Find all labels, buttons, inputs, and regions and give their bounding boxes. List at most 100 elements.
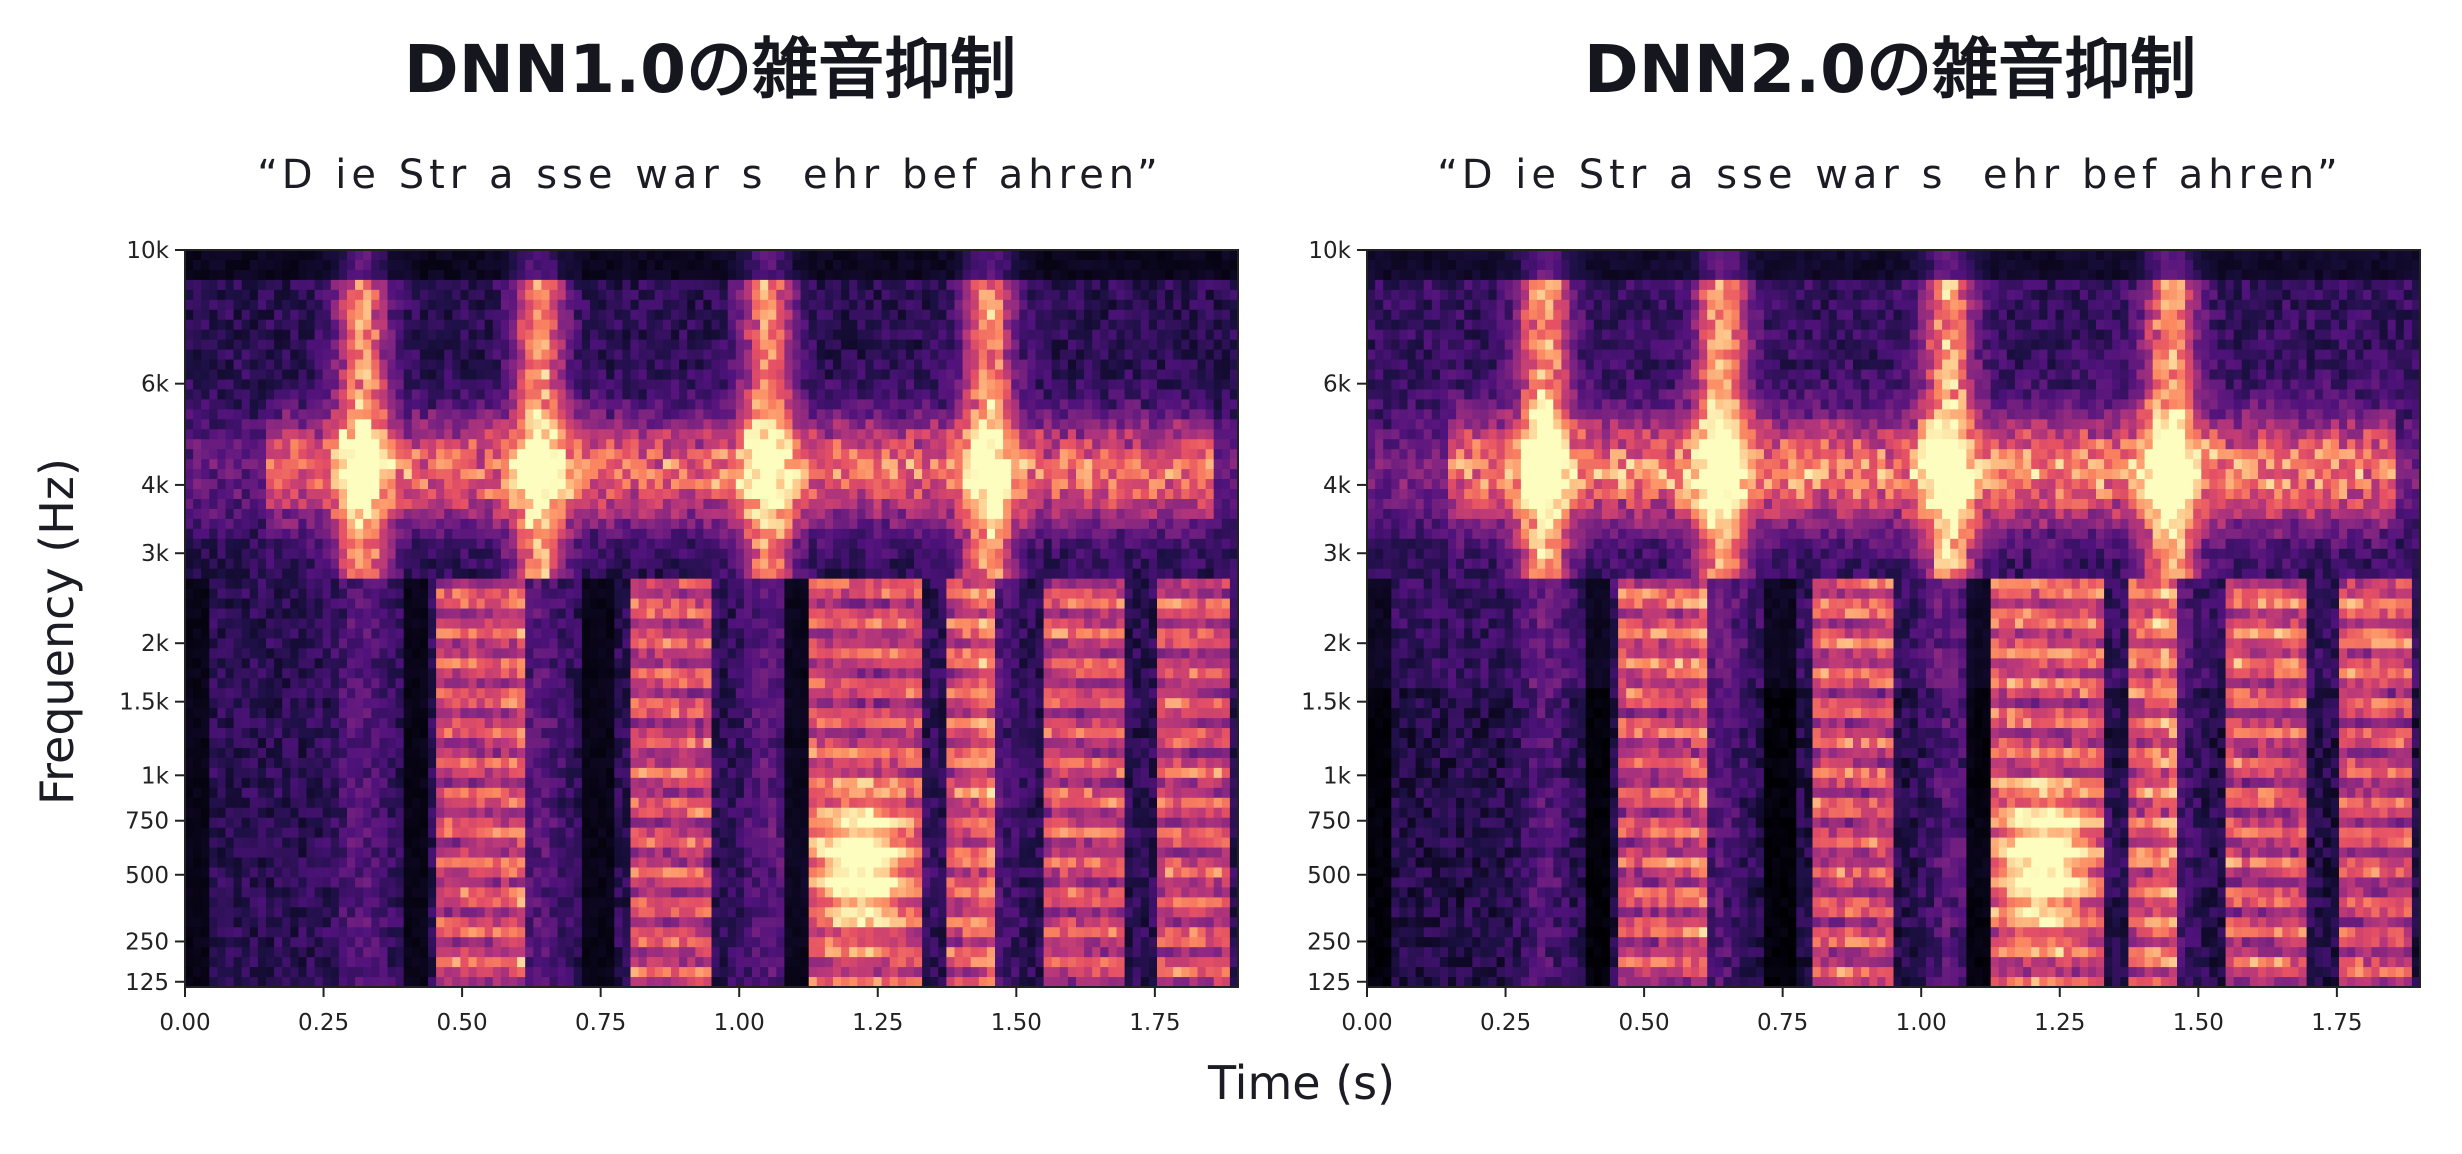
spectrogram-cell (298, 688, 308, 699)
spectrogram-cell (557, 369, 567, 381)
spectrogram-cell (671, 359, 680, 371)
spectrogram-cell (436, 259, 445, 271)
spectrogram-cell (371, 787, 380, 799)
spectrogram-cell (444, 578, 453, 590)
spectrogram-cell (193, 628, 202, 640)
spectrogram-cell (646, 897, 656, 908)
spectrogram-cell (371, 658, 380, 669)
spectrogram-cell (201, 937, 210, 948)
spectrogram-cell (355, 638, 364, 649)
spectrogram-cell (654, 718, 664, 729)
spectrogram-cell (379, 688, 389, 699)
spectrogram-cell (395, 957, 405, 968)
spectrogram-cell (606, 449, 615, 460)
spectrogram-cell (444, 528, 453, 540)
spectrogram-cell (573, 688, 583, 699)
spectrogram-cell (274, 887, 283, 898)
spectrogram-cell (622, 927, 632, 938)
spectrogram-cell (549, 339, 559, 351)
spectrogram-cell (209, 917, 218, 928)
spectrogram-cell (484, 728, 494, 739)
spectrogram-cell (468, 399, 478, 410)
spectrogram-cell (630, 548, 640, 560)
spectrogram-cell (411, 618, 421, 630)
spectrogram-cell (249, 777, 259, 789)
spectrogram-cell (525, 658, 534, 669)
spectrogram-cell (419, 409, 429, 420)
spectrogram-cell (557, 449, 567, 460)
spectrogram-cell (314, 688, 324, 699)
spectrogram-cell (492, 339, 502, 351)
spectrogram-cell (330, 439, 340, 450)
spectrogram-cell (306, 588, 316, 600)
spectrogram-cell (452, 728, 461, 739)
spectrogram-cell (719, 359, 729, 371)
spectrogram-cell (500, 648, 510, 659)
spectrogram-cell (428, 250, 437, 261)
spectrogram-cell (363, 937, 372, 948)
spectrogram-cell (185, 439, 194, 450)
spectrogram-cell (638, 259, 648, 271)
spectrogram-cell (727, 409, 737, 420)
spectrogram-cell (654, 857, 664, 869)
spectrogram-cell (428, 957, 437, 968)
spectrogram-cell (476, 528, 486, 540)
spectrogram-cell (347, 528, 356, 540)
spectrogram-cell (249, 279, 259, 291)
spectrogram-cell (201, 518, 210, 530)
spectrogram-cell (330, 279, 340, 291)
spectrogram-cell (622, 658, 632, 669)
spectrogram-cell (257, 518, 267, 530)
spectrogram-cell (436, 269, 445, 281)
spectrogram-cell (266, 867, 275, 879)
spectrogram-cell (541, 269, 551, 281)
spectrogram-cell (484, 698, 494, 709)
spectrogram-cell (241, 449, 251, 460)
spectrogram-cell (500, 568, 510, 580)
spectrogram-cell (509, 319, 518, 331)
spectrogram-cell (411, 887, 421, 898)
spectrogram-cell (330, 857, 340, 869)
spectrogram-cell (541, 429, 551, 440)
spectrogram-cell (419, 807, 429, 819)
spectrogram-cell (436, 937, 445, 948)
spectrogram-cell (606, 389, 615, 400)
spectrogram-cell (711, 409, 721, 420)
spectrogram-cell (622, 897, 632, 908)
spectrogram-cell (671, 797, 680, 809)
spectrogram-cell (614, 498, 623, 510)
spectrogram-cell (282, 857, 291, 869)
spectrogram-cell (614, 777, 623, 789)
spectrogram-cell (565, 439, 575, 450)
spectrogram-cell (363, 618, 372, 630)
spectrogram-cell (533, 897, 542, 908)
spectrogram-cell (419, 628, 429, 640)
spectrogram-cell (573, 359, 583, 371)
spectrogram-cell (573, 469, 583, 480)
spectrogram-cell (411, 309, 421, 321)
spectrogram-cell (249, 797, 259, 809)
spectrogram-cell (428, 279, 437, 291)
spectrogram-cell (298, 877, 308, 889)
spectrogram-cell (193, 329, 202, 341)
spectrogram-cell (622, 389, 632, 400)
spectrogram-cell (533, 419, 542, 430)
spectrogram-cell (549, 917, 559, 928)
spectrogram-cell (355, 728, 364, 739)
spectrogram-cell (703, 279, 713, 291)
spectrogram-cell (703, 299, 713, 311)
spectrogram-cell (509, 807, 518, 819)
spectrogram-cell (411, 957, 421, 968)
spectrogram-cell (630, 927, 640, 938)
spectrogram-cell (241, 429, 251, 440)
spectrogram-cell (249, 817, 259, 829)
spectrogram-cell (387, 957, 397, 968)
spectrogram-cell (509, 409, 518, 420)
spectrogram-cell (630, 598, 640, 610)
spectrogram-cell (614, 767, 623, 779)
spectrogram-cell (573, 837, 583, 849)
spectrogram-cell (371, 259, 380, 271)
spectrogram-cell (436, 588, 445, 600)
spectrogram-cell (249, 947, 259, 958)
spectrogram-cell (387, 439, 397, 450)
